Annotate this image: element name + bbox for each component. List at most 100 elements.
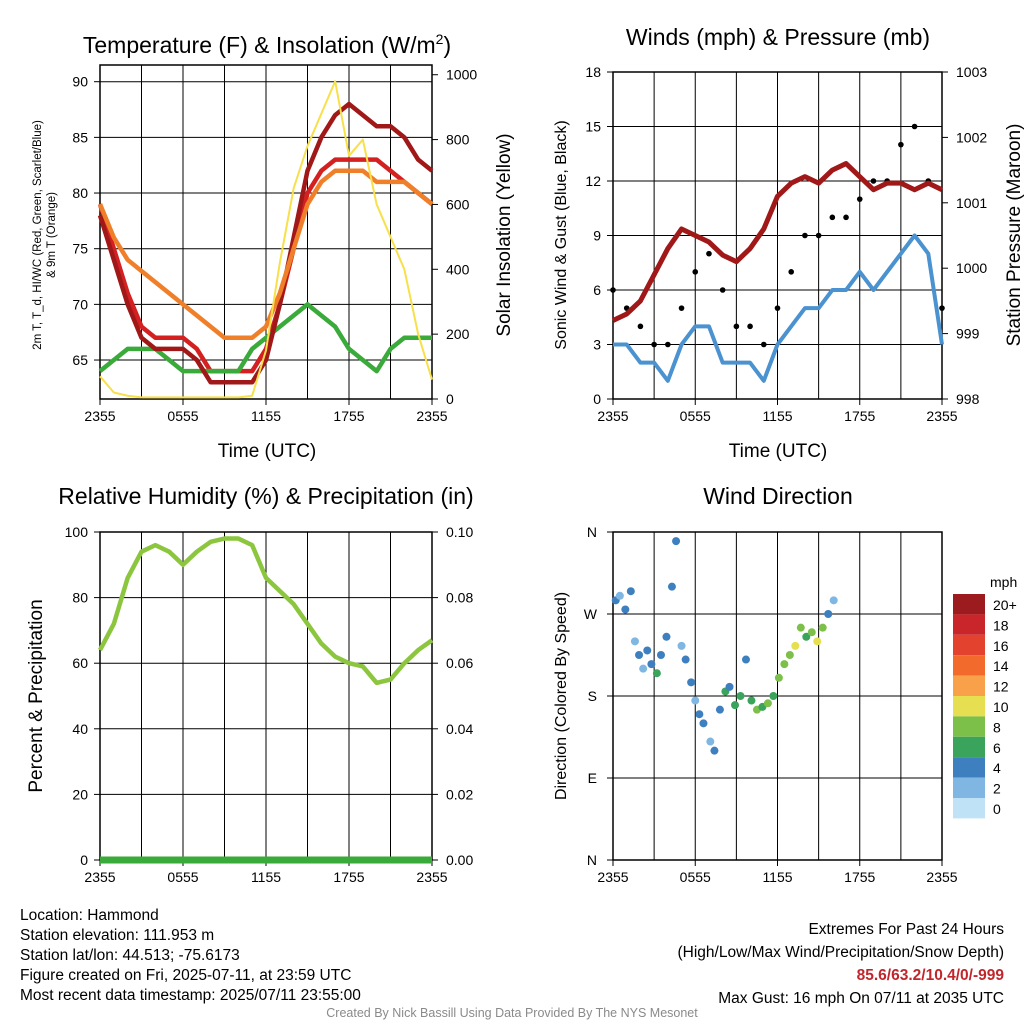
direction-point bbox=[706, 737, 715, 746]
y-tick-label: W bbox=[584, 606, 598, 622]
series-line-t9m bbox=[97, 168, 434, 341]
credit-text: Created By Nick Bassill Using Data Provi… bbox=[326, 1006, 698, 1020]
y-axis-label: Direction (Colored By Speed) bbox=[553, 592, 570, 800]
y-tick-label: N bbox=[587, 852, 597, 868]
gust-point bbox=[651, 341, 657, 348]
y-axis-label-line2: & 9m T (Orange) bbox=[46, 192, 58, 278]
gust-point bbox=[610, 287, 616, 293]
y2-tick-label: 1003 bbox=[956, 64, 987, 80]
y2-tick-label: 0.08 bbox=[446, 590, 473, 606]
y2-tick-label: 0.02 bbox=[446, 786, 473, 802]
direction-point bbox=[652, 669, 661, 678]
y-tick-label: S bbox=[588, 688, 597, 704]
legend-label: 14 bbox=[993, 658, 1009, 674]
direction-point bbox=[639, 664, 648, 673]
max-gust-text: Max Gust: 16 mph On 07/11 at 2035 UTC bbox=[718, 990, 1004, 1007]
gust-point bbox=[939, 305, 945, 311]
direction-point bbox=[802, 632, 811, 641]
y-tick-label: 70 bbox=[72, 296, 88, 312]
x-tick-label: 1155 bbox=[251, 869, 281, 885]
y-tick-label: 75 bbox=[72, 241, 88, 257]
x-tick-label: 2355 bbox=[84, 408, 115, 424]
y2-tick-label: 800 bbox=[446, 132, 470, 148]
y-tick-label: 65 bbox=[72, 352, 88, 368]
direction-point bbox=[731, 701, 740, 710]
y2-tick-label: 0.10 bbox=[446, 524, 473, 540]
extremes-title: Extremes For Past 24 Hours bbox=[808, 921, 1004, 938]
legend-label: 6 bbox=[993, 740, 1001, 756]
y2-tick-label: 1000 bbox=[956, 260, 987, 276]
x-tick-label: 2355 bbox=[416, 869, 447, 885]
y-tick-label: 20 bbox=[72, 786, 88, 802]
y-tick-label: 85 bbox=[72, 129, 88, 145]
legend-label: 10 bbox=[993, 699, 1009, 715]
legend-swatch bbox=[953, 614, 985, 635]
y-tick-label: 80 bbox=[72, 590, 88, 606]
y-tick-label: 100 bbox=[65, 524, 89, 540]
x-tick-label: 1755 bbox=[844, 408, 875, 424]
station-info: Location: Hammond Station elevation: 111… bbox=[20, 906, 361, 1006]
y-tick-label: 40 bbox=[72, 721, 88, 737]
direction-point bbox=[774, 673, 783, 682]
gust-point bbox=[774, 305, 781, 311]
direction-point bbox=[621, 605, 630, 614]
y2-tick-label: 600 bbox=[446, 196, 470, 212]
x-tick-label: 2355 bbox=[597, 869, 628, 885]
legend-label: 12 bbox=[993, 679, 1009, 695]
x-tick-label: 0555 bbox=[167, 408, 198, 424]
gust-point bbox=[760, 341, 767, 348]
y-tick-label: 0 bbox=[593, 391, 601, 407]
y-tick-label: 3 bbox=[593, 337, 601, 353]
series-line-insolation bbox=[99, 80, 433, 399]
extremes-description: (High/Low/Max Wind/Precipitation/Snow De… bbox=[677, 944, 1005, 961]
direction-point bbox=[681, 655, 690, 664]
gust-point bbox=[788, 269, 795, 275]
gust-point bbox=[802, 232, 808, 239]
legend-swatch bbox=[953, 798, 985, 819]
legend-swatch bbox=[953, 634, 985, 656]
x-tick-label: 2355 bbox=[84, 869, 115, 885]
y-tick-label: 90 bbox=[72, 74, 88, 90]
panel-title-humidity: Relative Humidity (%) & Precipitation (i… bbox=[58, 483, 473, 509]
extremes-info: Extremes For Past 24 Hours (High/Low/Max… bbox=[678, 918, 1005, 1010]
gust-point bbox=[870, 178, 877, 184]
y2-tick-label: 0 bbox=[446, 391, 454, 407]
gust-point bbox=[747, 323, 753, 330]
x-tick-label: 1755 bbox=[333, 408, 364, 424]
direction-point bbox=[769, 692, 778, 700]
gust-point bbox=[706, 250, 712, 257]
legend-label: 0 bbox=[993, 801, 1001, 817]
direction-point bbox=[647, 660, 656, 669]
x-tick-label: 0555 bbox=[680, 408, 711, 424]
gust-point bbox=[692, 269, 699, 275]
direction-point bbox=[741, 655, 750, 664]
gust-point bbox=[843, 214, 849, 221]
gust-point bbox=[665, 341, 671, 348]
y2-tick-label: 999 bbox=[956, 326, 980, 342]
direction-point bbox=[667, 582, 676, 591]
panel-title-wind-direction: Wind Direction bbox=[703, 483, 853, 509]
legend-label: 20+ bbox=[993, 597, 1017, 613]
x-tick-label: 2355 bbox=[597, 408, 628, 424]
elevation-text: Station elevation: 111.953 m bbox=[20, 927, 215, 944]
legend-title: mph bbox=[990, 574, 1017, 590]
direction-point bbox=[736, 692, 745, 700]
direction-point bbox=[807, 628, 816, 637]
direction-point bbox=[656, 651, 665, 659]
direction-point bbox=[818, 623, 827, 632]
legend-label: 18 bbox=[993, 617, 1009, 633]
y2-axis-label: Station Pressure (Maroon) bbox=[1004, 124, 1024, 347]
y-tick-label: E bbox=[588, 770, 597, 786]
y2-tick-label: 998 bbox=[956, 391, 980, 407]
panel-title-temperature: Temperature (F) & Insolation (W/m2) bbox=[83, 31, 451, 58]
legend-swatch bbox=[953, 777, 985, 798]
y-tick-label: 0 bbox=[80, 852, 88, 868]
direction-point bbox=[813, 637, 822, 646]
created-text: Figure created on Fri, 2025-07-11, at 23… bbox=[20, 967, 352, 984]
direction-point bbox=[780, 660, 789, 669]
y2-tick-label: 0.00 bbox=[446, 852, 473, 868]
x-tick-label: 2355 bbox=[926, 869, 957, 885]
direction-point bbox=[796, 623, 805, 632]
x-tick-label: 1755 bbox=[333, 869, 364, 885]
legend-swatch bbox=[953, 675, 985, 696]
